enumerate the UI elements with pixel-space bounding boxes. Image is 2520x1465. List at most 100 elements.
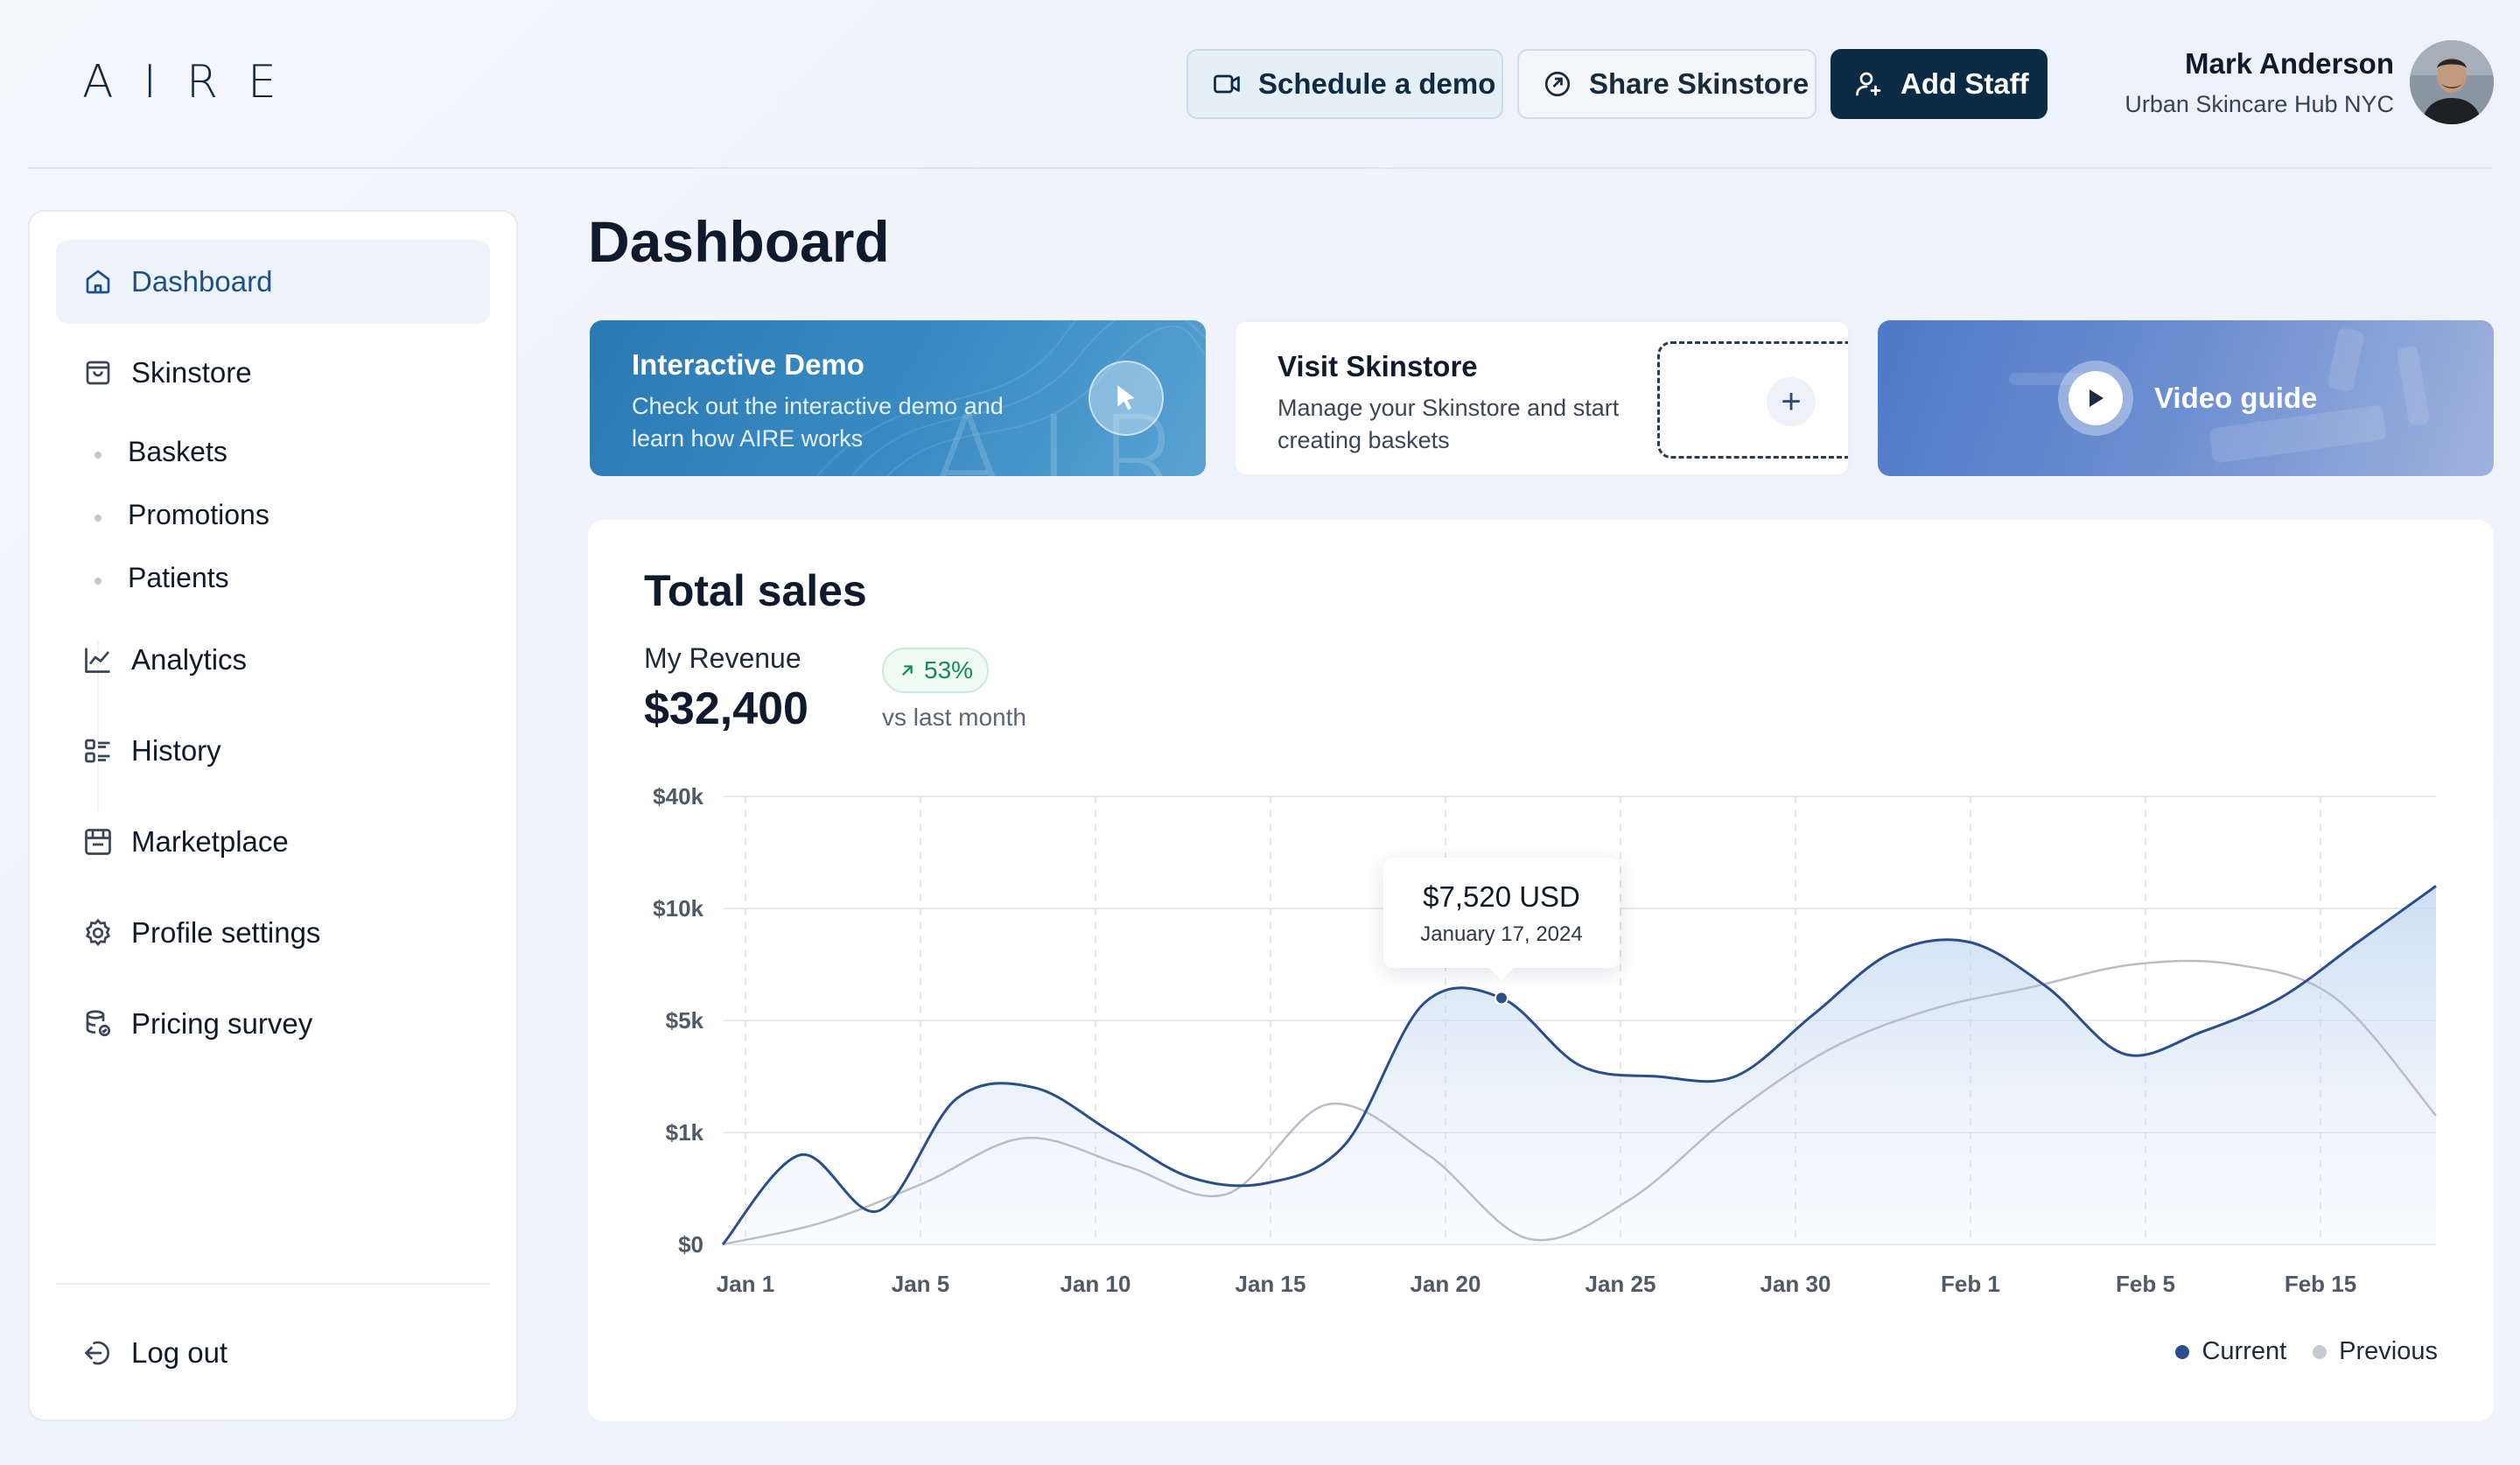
previous-series-line: [722, 959, 2437, 1246]
x-tick-label: Feb 15: [2285, 1271, 2356, 1297]
x-tick-label: Jan 5: [892, 1271, 950, 1297]
legend-label-previous: Previous: [2339, 1337, 2438, 1365]
page-title: Dashboard: [588, 209, 890, 274]
sidebar-item-label: Pricing survey: [131, 1007, 313, 1040]
total-sales-panel: Total sales My Revenue $32,400 53% vs la…: [588, 520, 2494, 1421]
decorative-shape: [2327, 326, 2365, 393]
subnav-dot: [94, 578, 102, 585]
sidebar-item-pricing-survey[interactable]: Pricing survey: [56, 982, 490, 1066]
sidebar-item-label: History: [131, 734, 221, 767]
aire-logo[interactable]: AIRE: [82, 56, 306, 109]
avatar-image: [2410, 40, 2494, 124]
x-tick-label: Feb 1: [1941, 1271, 2000, 1297]
legend-dot-current: [2175, 1344, 2190, 1359]
sidebar-item-label: Analytics: [131, 643, 248, 676]
sidebar-subitem-patients[interactable]: Patients: [128, 562, 229, 593]
user-info[interactable]: Mark Anderson Urban Skincare Hub NYC: [2124, 47, 2394, 118]
add-basket-dropzone[interactable]: +: [1657, 341, 1848, 459]
gear-icon: [85, 918, 111, 947]
sales-chart[interactable]: $0 $1k $5k $10k $40k Jan 1 Jan 5 Jan 10 Jan 15 J…: [588, 520, 2494, 1421]
add-staff-button[interactable]: Add Staff: [1830, 49, 2048, 119]
tooltip-value: $7,520 USD: [1423, 880, 1580, 914]
growth-badge: 53%: [882, 648, 990, 693]
y-tick-label: $0: [678, 1231, 704, 1258]
sidebar-item-history[interactable]: History: [56, 709, 490, 793]
plus-icon[interactable]: +: [1767, 377, 1816, 426]
avatar[interactable]: [2410, 40, 2494, 124]
subnav-dot: [94, 515, 102, 522]
highlight-point[interactable]: [1494, 991, 1508, 1006]
video-guide-card[interactable]: Video guide: [1878, 320, 2494, 476]
video-camera-icon: [1214, 74, 1240, 94]
demo-card-description: Check out the interactive demo and learn…: [632, 393, 1004, 452]
revenue-label: My Revenue: [644, 642, 802, 674]
user-name: Mark Anderson: [2185, 47, 2394, 80]
schedule-demo-label: Schedule a demo: [1258, 67, 1496, 100]
y-tick-label: $40k: [653, 783, 704, 810]
sidebar-item-skinstore[interactable]: Skinstore: [56, 331, 490, 415]
visit-skinstore-card[interactable]: Visit Skinstore Manage your Skinstore an…: [1234, 320, 1850, 476]
decorative-shape: [2396, 345, 2431, 427]
subnav-dot: [94, 452, 102, 459]
x-tick-label: Jan 1: [717, 1271, 775, 1297]
bag-icon: [86, 361, 110, 385]
share-icon: [1544, 71, 1571, 97]
logout-button[interactable]: Log out: [56, 1311, 490, 1395]
growth-badge-value: 53%: [924, 656, 974, 683]
y-tick-label: $10k: [653, 895, 704, 922]
vs-last-month-label: vs last month: [882, 704, 1026, 731]
schedule-demo-button[interactable]: Schedule a demo: [1186, 49, 1503, 119]
sidebar-item-analytics[interactable]: Analytics: [56, 618, 490, 702]
share-skinstore-button[interactable]: Share Skinstore: [1517, 49, 1816, 119]
legend-item-previous[interactable]: Previous: [2313, 1337, 2438, 1366]
sidebar-item-label: Dashboard: [131, 265, 273, 298]
x-tick-label: Feb 5: [2116, 1271, 2175, 1297]
x-tick-label: Jan 25: [1586, 1271, 1656, 1297]
sidebar: Dashboard Skinstore Baskets Promotions P…: [28, 210, 518, 1421]
survey-icon: [86, 1010, 111, 1037]
current-series-line: [721, 885, 2437, 1245]
sidebar-item-label: Skinstore: [131, 356, 252, 389]
legend-item-current[interactable]: Current: [2175, 1337, 2286, 1366]
x-tick-label: Jan 30: [1760, 1271, 1831, 1297]
chart-legend: Current Previous: [2175, 1337, 2438, 1366]
list-icon: [85, 739, 110, 763]
sales-title: Total sales: [644, 566, 867, 615]
cursor-button[interactable]: [1088, 361, 1164, 436]
sidebar-item-dashboard[interactable]: Dashboard: [56, 240, 490, 324]
x-tick-label: Jan 10: [1060, 1271, 1131, 1297]
visit-card-title: Visit Skinstore: [1278, 350, 1478, 382]
sidebar-subitem-baskets[interactable]: Baskets: [128, 436, 228, 467]
sidebar-subitem-promotions[interactable]: Promotions: [128, 499, 270, 530]
add-user-icon: [1856, 72, 1881, 96]
tooltip-date: January 17, 2024: [1420, 922, 1583, 947]
sidebar-divider: [56, 1283, 490, 1285]
share-skinstore-label: Share Skinstore: [1589, 67, 1810, 100]
sidebar-item-profile-settings[interactable]: Profile settings: [56, 891, 490, 975]
header-divider: [28, 167, 2492, 169]
demo-card-title: Interactive Demo: [632, 348, 864, 381]
cursor-icon: [1117, 385, 1135, 410]
play-icon: [2090, 389, 2104, 407]
revenue-value: $32,400: [644, 683, 808, 734]
chart-line-icon: [85, 648, 110, 673]
add-staff-label: Add Staff: [1900, 67, 2029, 100]
chart-tooltip: $7,520 USD January 17, 2024: [1383, 858, 1620, 981]
play-button[interactable]: [2058, 361, 2133, 436]
subnav-line: [97, 641, 99, 812]
home-icon: [86, 270, 110, 294]
y-tick-label: $5k: [666, 1007, 704, 1034]
interactive-demo-card[interactable]: AIRE Interactive Demo Check out the inte…: [590, 320, 1206, 476]
sidebar-item-marketplace[interactable]: Marketplace: [56, 800, 490, 884]
visit-card-description: Manage your Skinstore and start creating…: [1278, 395, 1620, 453]
legend-label-current: Current: [2202, 1337, 2287, 1365]
x-tick-label: Jan 20: [1410, 1271, 1481, 1297]
logout-icon: [84, 1341, 109, 1365]
legend-dot-previous: [2313, 1344, 2328, 1359]
logout-label: Log out: [131, 1336, 228, 1369]
arrow-up-right-icon: [902, 665, 913, 676]
y-tick-label: $1k: [666, 1119, 704, 1146]
top-header: AIRE Schedule a demo Share Skinstore Add…: [0, 0, 2520, 169]
store-icon: [85, 829, 111, 855]
sidebar-item-label: Marketplace: [131, 825, 289, 858]
